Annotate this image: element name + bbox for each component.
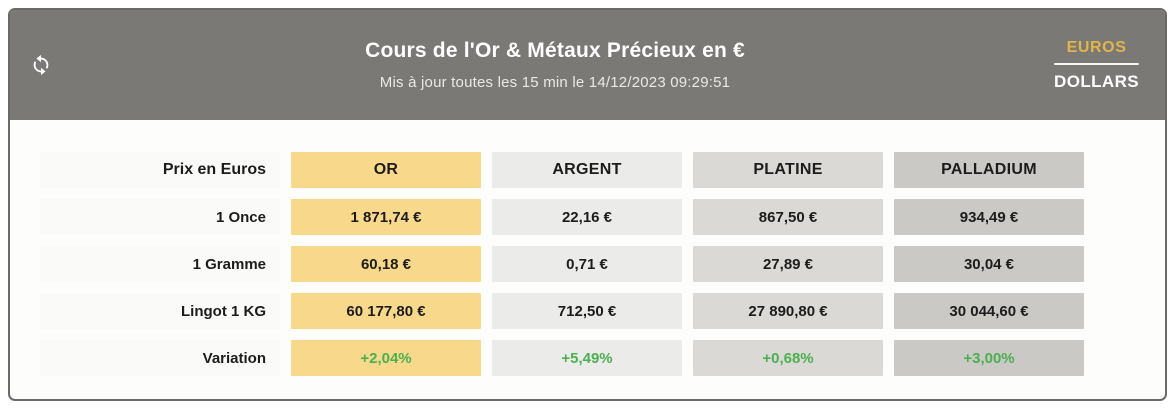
table-area: Prix en Euros OR ARGENT PLATINE PALLADIUM 1 O… [10,120,1165,376]
value-or: 1 871,74 € [291,199,481,235]
row-label: Variation [40,340,280,376]
value-platine: 27,89 € [693,246,883,282]
value-platine: +0,68% [693,340,883,376]
column-header-palladium: PALLADIUM [894,152,1084,188]
gold-prices-widget: Cours de l'Or & Métaux Précieux en € Mis… [8,8,1167,401]
corner-label: Prix en Euros [40,152,280,188]
price-table: Prix en Euros OR ARGENT PLATINE PALLADIUM 1 O… [40,152,1165,376]
last-updated-text: Mis à jour toutes les 15 min le 14/12/20… [379,74,731,91]
column-header-argent: ARGENT [492,152,682,188]
currency-toggle: EUROS DOLLARS [1054,39,1139,92]
row-label: 1 Gramme [40,246,280,282]
currency-toggle-divider [1054,62,1139,65]
column-header-platine: PLATINE [693,152,883,188]
value-or: +2,04% [291,340,481,376]
value-palladium: 30,04 € [894,246,1084,282]
value-palladium: 934,49 € [894,199,1084,235]
value-platine: 27 890,80 € [693,293,883,329]
currency-option-dollars[interactable]: DOLLARS [1054,71,1139,91]
value-palladium: 30 044,60 € [894,293,1084,329]
row-label: 1 Once [40,199,280,235]
value-argent: 712,50 € [492,293,682,329]
column-header-or: OR [291,152,481,188]
value-or: 60,18 € [291,246,481,282]
refresh-button[interactable] [26,50,56,80]
value-argent: 0,71 € [492,246,682,282]
row-label: Lingot 1 KG [40,293,280,329]
page-title: Cours de l'Or & Métaux Précieux en € [365,39,745,62]
currency-option-euros[interactable]: EUROS [1066,38,1127,56]
value-or: 60 177,80 € [291,293,481,329]
value-palladium: +3,00% [894,340,1084,376]
header-bar: Cours de l'Or & Métaux Précieux en € Mis… [10,10,1165,120]
refresh-icon [33,54,49,76]
value-platine: 867,50 € [693,199,883,235]
value-argent: +5,49% [492,340,682,376]
value-argent: 22,16 € [492,199,682,235]
header-text-block: Cours de l'Or & Métaux Précieux en € Mis… [56,39,1054,91]
